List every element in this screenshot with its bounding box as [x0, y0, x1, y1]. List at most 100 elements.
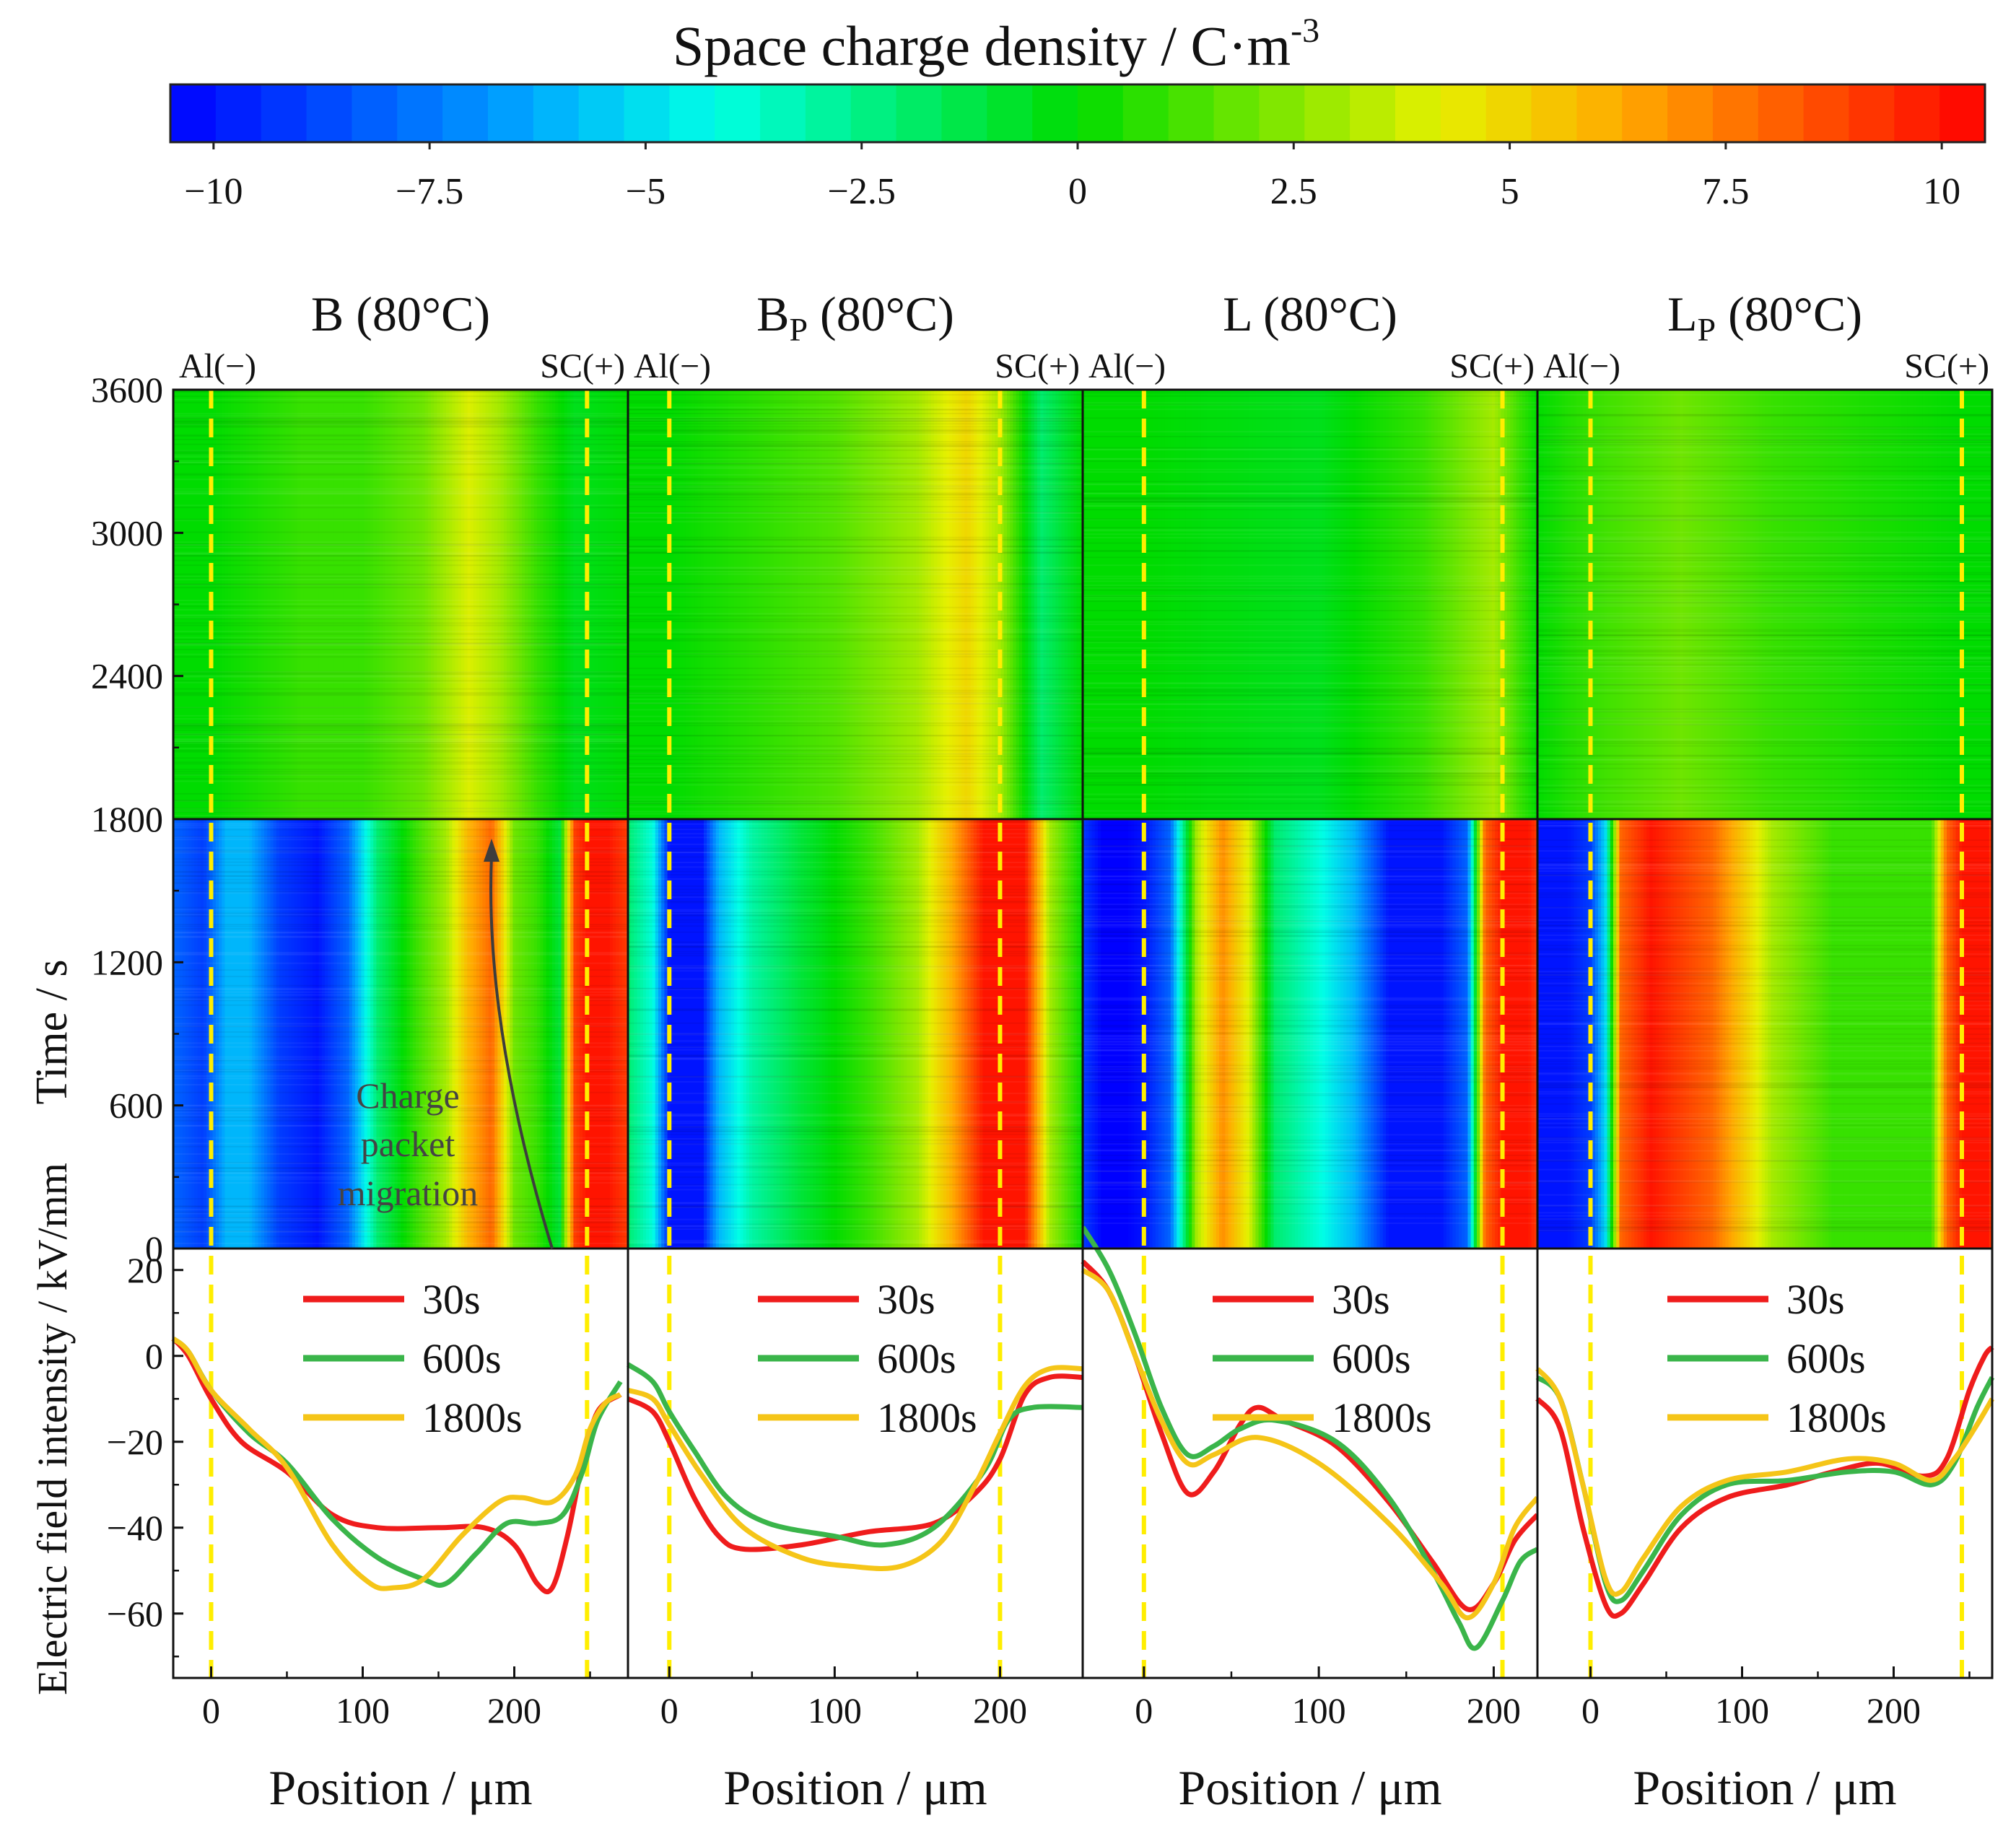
colorbar-segment: [1350, 84, 1396, 142]
heatmap-noise: [628, 692, 1083, 694]
heatmap-noise: [628, 878, 1083, 880]
heatmap-cell-off: [1306, 390, 1311, 819]
heatmap-cell-off: [1849, 390, 1854, 819]
heatmap-cell-on: [1819, 819, 1823, 1249]
heatmap-noise: [1083, 1061, 1537, 1063]
heatmap-noise: [1537, 414, 1992, 416]
electrode-label-right: SC(+): [1904, 347, 1989, 385]
heatmap-noise: [1537, 822, 1992, 824]
heatmap-noise: [1083, 600, 1537, 603]
heatmap-cell-on: [1740, 819, 1745, 1249]
heatmap-cell-on: [1743, 819, 1747, 1249]
panel-title-main: L: [1667, 287, 1698, 341]
heatmap-noise: [1537, 740, 1992, 743]
heatmap-cell-off: [1968, 390, 1972, 819]
heatmap-cell-off: [1604, 390, 1608, 819]
heatmap-noise: [1083, 932, 1537, 933]
heatmap-noise: [173, 1018, 628, 1020]
heatmap-noise: [173, 606, 628, 608]
heatmap-cell-off: [943, 390, 947, 819]
heatmap-cell-off: [852, 390, 856, 819]
heatmap-cell-on: [728, 819, 732, 1249]
heatmap-noise: [1083, 1005, 1537, 1007]
heatmap-cell-off: [1088, 390, 1093, 819]
heatmap-noise: [628, 945, 1083, 947]
heatmap-noise: [628, 400, 1083, 402]
heatmap-cell-on: [1583, 819, 1587, 1249]
heatmap-cell-on: [855, 819, 859, 1249]
heatmap-noise: [173, 1198, 628, 1200]
heatmap-noise: [1083, 1112, 1537, 1114]
heatmap-cell-on: [1255, 819, 1260, 1249]
heatmap-cell-on: [916, 819, 920, 1249]
heatmap-noise: [628, 1102, 1083, 1104]
heatmap-cell-off: [200, 390, 204, 819]
heatmap-cell-on: [543, 819, 547, 1249]
heatmap-cell-off: [1828, 390, 1833, 819]
heatmap-noise: [173, 761, 628, 764]
heatmap-noise: [1083, 673, 1537, 675]
heatmap-noise: [1083, 647, 1537, 649]
heatmap-cell-on: [1607, 819, 1611, 1249]
heatmap-noise: [628, 569, 1083, 571]
heatmap-noise: [173, 630, 628, 632]
colorbar-segment: [578, 84, 625, 142]
heatmap-noise: [173, 553, 628, 555]
heatmap-cell-on: [249, 819, 253, 1249]
heatmap-noise: [1537, 1000, 1992, 1002]
heatmap-cell-on: [1371, 819, 1374, 1249]
x-axis-label: Position / μm: [723, 1760, 987, 1815]
heatmap-noise: [1083, 1159, 1537, 1161]
heatmap-cell-off: [800, 390, 805, 819]
heatmap-cell-on: [237, 819, 241, 1249]
heatmap-cell-on: [1276, 819, 1280, 1249]
heatmap-noise: [1083, 935, 1537, 937]
heatmap-noise: [628, 485, 1083, 487]
heatmap-noise: [1083, 838, 1537, 840]
heatmap-cell-on: [928, 819, 932, 1249]
heatmap-cell-on: [346, 819, 350, 1249]
heatmap-cell-on: [1601, 819, 1605, 1249]
heatmap-noise: [1083, 784, 1537, 786]
heatmap-noise: [1537, 1049, 1992, 1052]
heatmap-cell-off: [904, 390, 908, 819]
heatmap-cell-off: [816, 390, 820, 819]
heatmap-cell-off: [240, 390, 244, 819]
heatmap: [628, 390, 1083, 1250]
heatmap-noise: [628, 1046, 1083, 1048]
heatmap-noise: [1083, 824, 1537, 826]
heatmap-cell-on: [1446, 819, 1450, 1249]
heatmap-noise: [1083, 1049, 1537, 1052]
heatmap-cell-off: [1386, 390, 1389, 819]
panel-title-rest: (80°C): [1251, 287, 1397, 341]
heatmap-cell-off: [1028, 390, 1032, 819]
heatmap-cell-on: [1564, 819, 1568, 1249]
heatmap-cell-on: [564, 819, 568, 1249]
heatmap-noise: [1537, 1087, 1992, 1088]
heatmap-noise: [628, 1122, 1083, 1124]
heatmap-cell-on: [1288, 819, 1293, 1249]
heatmap-noise: [1537, 555, 1992, 557]
heatmap-cell-off: [1889, 390, 1893, 819]
heatmap-cell-on: [1498, 819, 1502, 1249]
heatmap-noise: [1537, 502, 1992, 504]
heatmap-noise: [1537, 470, 1992, 472]
heatmap-cell-off: [264, 390, 268, 819]
heatmap-noise: [628, 492, 1083, 494]
heatmap-noise: [1537, 1038, 1992, 1040]
heatmap-noise: [628, 802, 1083, 804]
heatmap-cell-off: [1932, 390, 1935, 819]
legend-label: 1800s: [877, 1394, 977, 1441]
heatmap-cell-off: [1689, 390, 1693, 819]
heatmap-cell-off: [1267, 390, 1272, 819]
heatmap-cell-off: [1392, 390, 1396, 819]
heatmap-noise: [1083, 530, 1537, 532]
heatmap-cell-off: [1543, 390, 1548, 819]
heatmap-noise: [1537, 559, 1992, 561]
heatmap-noise: [173, 836, 628, 838]
heatmap-cell-on: [640, 819, 644, 1249]
heatmap-noise: [1537, 792, 1992, 794]
heatmap-noise: [1537, 717, 1992, 720]
heatmap-cell-off: [452, 390, 456, 819]
panel-title: LP (80°C): [1667, 287, 1862, 348]
